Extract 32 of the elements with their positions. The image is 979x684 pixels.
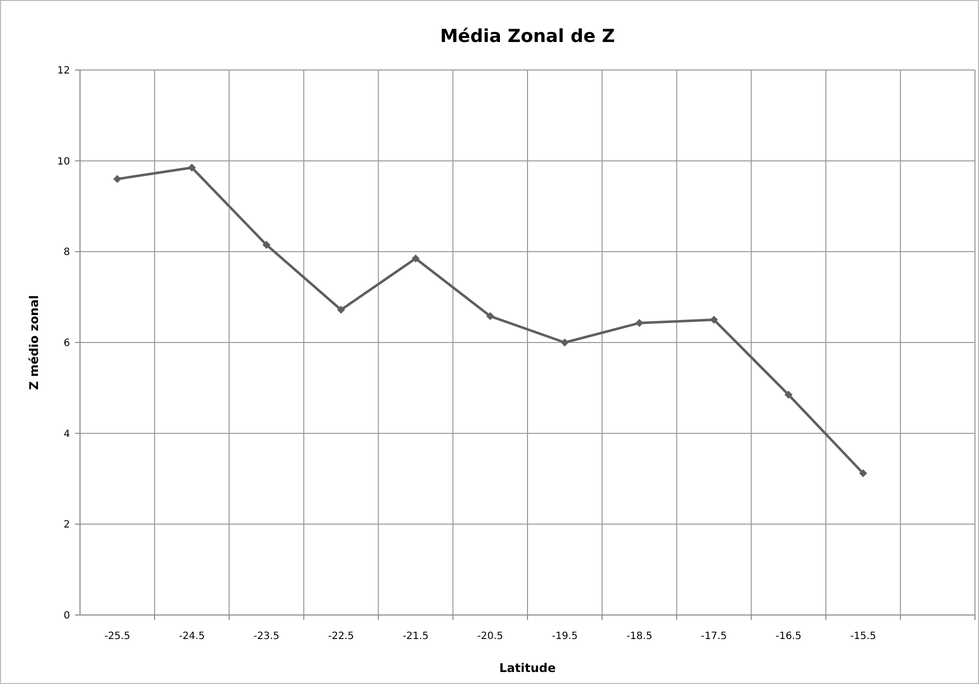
x-tick-label: -25.5	[104, 631, 130, 642]
x-tick-label: -17.5	[701, 631, 727, 642]
point	[262, 240, 270, 249]
x-tick-label: -19.5	[552, 631, 578, 642]
y-tick-label: 4	[64, 428, 70, 440]
y-tick-label: 8	[64, 247, 70, 258]
y-tick-label: 10	[57, 156, 70, 168]
y-tick-label: 6	[64, 338, 70, 349]
point	[560, 338, 569, 346]
point	[188, 164, 196, 172]
x-tick-label: -18.5	[626, 631, 652, 642]
chart-title: Média Zonal de Z	[440, 26, 615, 47]
y-tick-label: 0	[64, 610, 70, 622]
x-tick-label: -20.5	[477, 631, 504, 642]
point	[486, 312, 494, 320]
point	[784, 390, 793, 399]
x-tick-label: -15.5	[850, 631, 876, 642]
y-axis-title: Z médio zonal	[27, 295, 41, 390]
point	[635, 318, 644, 327]
x-tick-label: -23.5	[254, 631, 280, 642]
point	[412, 254, 420, 262]
y-tick-label: 2	[64, 520, 70, 531]
x-tick-label: -21.5	[402, 631, 429, 642]
x-tick-label: -16.5	[776, 631, 802, 642]
point	[859, 469, 868, 478]
point	[337, 306, 346, 314]
y-tick-label: 12	[57, 66, 70, 76]
x-tick-label: -24.5	[178, 631, 205, 642]
x-axis-title: Latitude	[499, 661, 556, 675]
x-tick-label: -22.5	[328, 631, 354, 642]
point	[113, 175, 122, 183]
point	[710, 316, 718, 324]
